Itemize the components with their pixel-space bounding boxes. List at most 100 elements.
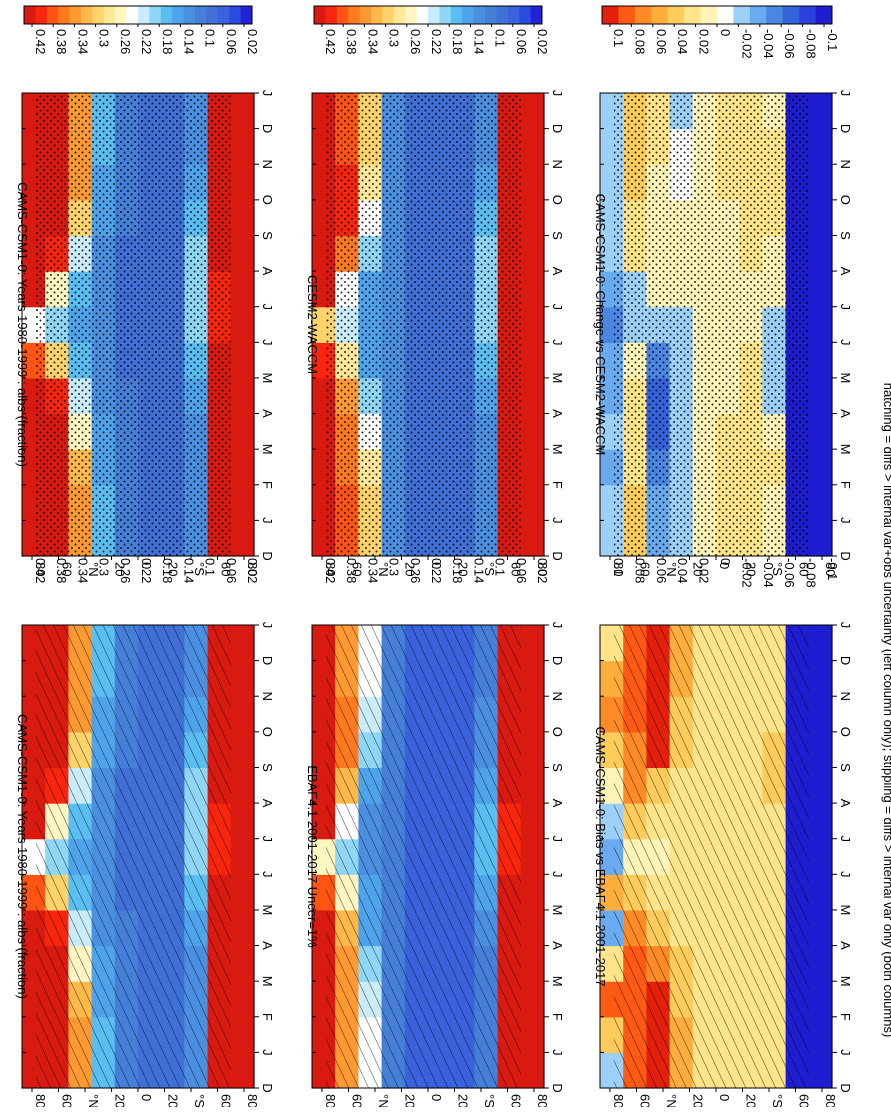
heatmap-cell <box>230 164 255 201</box>
month-tick-label: S <box>260 763 275 772</box>
heatmap-cell <box>230 306 255 343</box>
heatmap-cell <box>808 199 833 237</box>
panel-p1: D J F M A M J J A S O N D J 80 60 °N 20 0 20 °S 60 80 CAMS-CSM1… <box>15 534 275 1109</box>
colorbar-label: 0.1 <box>203 29 218 47</box>
colorbar-label: 0.26 <box>408 29 423 54</box>
colorbar-swatch <box>149 6 162 24</box>
lat-tick-label: °S <box>192 1094 207 1107</box>
heatmap-cell <box>230 981 255 1018</box>
colorbar-swatch <box>325 6 338 24</box>
month-tick-label: N <box>260 692 275 701</box>
colorbar-swatch <box>92 6 105 24</box>
heatmap-cell <box>520 271 545 308</box>
heatmap-cell <box>520 909 545 947</box>
heatmap-cell <box>230 235 255 272</box>
month-tick-label: D <box>550 1083 565 1092</box>
colorbar-label: 0.3 <box>97 29 112 47</box>
month-tick-label: M <box>260 372 275 383</box>
panel-p5: D J F M A M J J A S O N D J 80 60 °N 20 0 20 °S 60 80 CESM2-WAC… <box>305 5 565 577</box>
month-tick-label: M <box>260 976 275 987</box>
month-tick-label: F <box>260 481 275 489</box>
month-tick-label: D <box>838 551 853 560</box>
colorbar-label: -0.02 <box>739 558 754 588</box>
colorbar-label: 0.14 <box>471 29 486 54</box>
lat-tick-label: 20 <box>403 562 418 576</box>
lat-tick-label: 20 <box>113 562 128 576</box>
significance-hatching <box>613 625 809 1088</box>
colorbar-label: 0.14 <box>471 558 486 583</box>
colorbar-label: 0.02 <box>245 29 260 54</box>
lat-tick-label: 60 <box>797 1094 812 1107</box>
heatmap-cell <box>808 93 833 130</box>
colorbar-label: 0.06 <box>654 29 669 54</box>
colorbar-swatch <box>371 6 383 24</box>
heatmap-cell <box>230 377 255 415</box>
colorbar-swatch <box>229 6 241 24</box>
colorbar-swatch <box>766 6 784 24</box>
panel-p3: D J F M A M J J A S O N D J 80 60 °N 20 0 20 °S 60 80 CAMS-CSM1… <box>593 534 853 1109</box>
lat-tick-label: °S <box>770 1094 785 1107</box>
heatmap-cell <box>520 164 545 201</box>
month-tick-label: D <box>838 656 853 665</box>
colorbar-label: 0 <box>718 558 733 565</box>
month-tick-label: O <box>550 727 565 737</box>
month-tick-label: F <box>838 1013 853 1021</box>
lat-tick-label: 0 <box>139 1094 154 1101</box>
month-tick-label: S <box>550 763 565 772</box>
lat-tick-label: 20 <box>691 562 706 576</box>
lat-tick-label: 0 <box>429 1094 444 1101</box>
month-tick-label: O <box>260 195 275 205</box>
heatmap-cell <box>808 696 833 733</box>
heatmap-cell <box>808 449 833 486</box>
heatmap-cell <box>520 235 545 272</box>
colorbar-swatch <box>405 6 417 24</box>
heatmap-cell <box>230 413 255 450</box>
heatmap-cell <box>230 520 255 557</box>
month-tick-label: F <box>838 481 853 489</box>
heatmap-cell <box>808 874 833 911</box>
month-tick-label: N <box>550 160 565 169</box>
month-tick-label: M <box>550 444 565 455</box>
heatmap-cell <box>808 271 833 308</box>
month-tick-label: M <box>550 976 565 987</box>
lat-tick-label: 80 <box>245 1094 260 1107</box>
month-tick-label: N <box>838 160 853 169</box>
lat-tick-label: 60 <box>350 1094 365 1107</box>
colorbar-swatch <box>240 6 253 24</box>
panel-title: CAMS-CSM1-0: Years 1980-1999 : albs (fra… <box>15 182 30 467</box>
month-tick-label: F <box>260 1013 275 1021</box>
colorbar: 0.1 0.08 0.06 0.04 0.02 0 -0.02 -0.04 -0.06 -0.08… <box>601 5 840 59</box>
colorbar-label: 0.18 <box>450 558 465 583</box>
colorbar-swatch <box>717 6 734 24</box>
lat-tick-label: 60 <box>638 562 653 576</box>
lat-tick-label: °N <box>86 562 101 577</box>
colorbar-swatch <box>507 6 520 24</box>
heatmap-cell <box>808 731 833 769</box>
colorbar-swatch <box>393 6 406 24</box>
month-tick-label: S <box>550 231 565 240</box>
heatmap-cell <box>520 981 545 1018</box>
colorbar-swatch <box>58 6 70 24</box>
heatmap-cell <box>520 413 545 450</box>
significance-stippling <box>613 93 809 556</box>
heatmap-cell <box>230 945 255 982</box>
colorbar-swatch <box>314 6 326 24</box>
lat-tick-label: 20 <box>166 562 181 576</box>
heatmap-cell <box>520 731 545 769</box>
colorbar-swatch <box>684 6 701 24</box>
heatmap-cell <box>230 199 255 237</box>
month-tick-label: D <box>838 124 853 133</box>
colorbar-swatch <box>462 6 474 24</box>
heatmap-cell <box>520 520 545 557</box>
month-tick-label: D <box>260 1083 275 1092</box>
month-tick-label: A <box>838 941 853 950</box>
colorbar-swatch <box>195 6 207 24</box>
colorbar-swatch <box>336 6 349 24</box>
colorbar-label: 0.26 <box>118 29 133 54</box>
colorbar-swatch <box>439 6 452 24</box>
colorbar-swatch <box>206 6 219 24</box>
colorbar-label: 0.1 <box>611 558 626 576</box>
lat-tick-label: 80 <box>33 562 48 576</box>
heatmap-cell <box>808 767 833 804</box>
colorbar-swatch <box>126 6 139 24</box>
